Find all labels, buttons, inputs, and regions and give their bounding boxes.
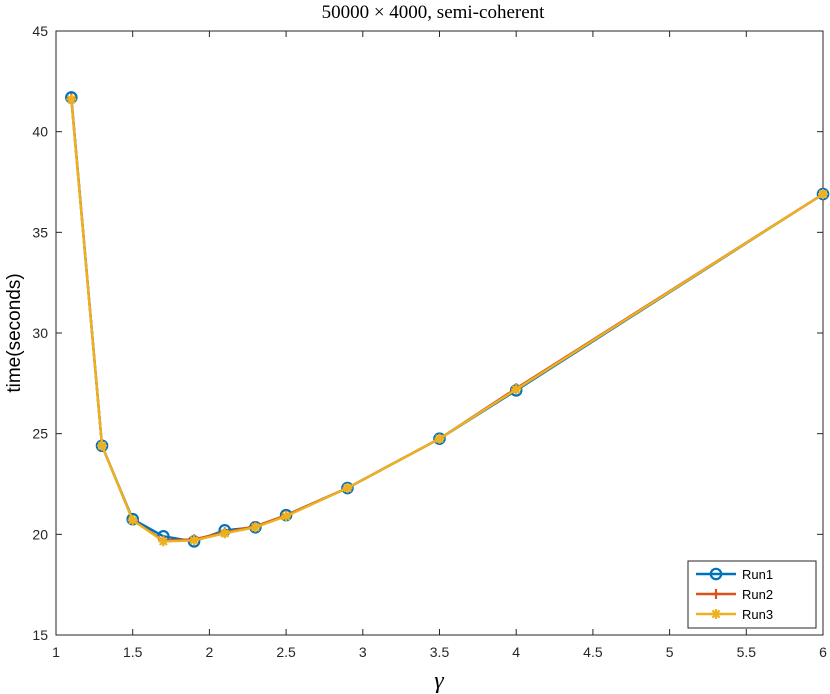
y-tick-label: 25 [32,426,48,442]
x-tick-label: 4.5 [583,644,603,660]
data-point [341,481,354,495]
x-tick-label: 4 [512,644,520,660]
legend-label: Run2 [742,587,773,602]
legend-item-run3: Run3 [696,607,773,622]
x-tick-label: 1.5 [123,644,143,660]
x-axis-label: γ [434,668,444,694]
axis-ticks: 1 1.5 2 2.5 3 3.5 4 4.5 5 5.5 6 15 20 25 30 35 40 45 [32,23,827,660]
y-tick-label: 35 [32,224,48,240]
x-tick-label: 1 [52,644,60,660]
series-run3 [66,94,828,547]
data-point [158,536,169,547]
y-tick-label: 15 [32,627,48,643]
legend-label: Run1 [742,567,773,582]
x-tick-label: 5 [666,644,674,660]
data-point [816,187,830,201]
data-point [818,189,828,200]
x-tick-label: 6 [819,644,827,660]
x-tick-label: 3 [359,644,367,660]
data-point [66,94,77,105]
x-tick-label: 5.5 [737,644,757,660]
legend-item-run1: Run1 [696,567,773,582]
y-axis-label: time(seconds) [4,273,25,392]
data-point [219,528,230,539]
data-point [342,483,353,494]
x-tick-label: 2.5 [276,644,296,660]
data-point [711,589,721,599]
y-tick-label: 45 [32,23,48,39]
data-point [434,433,445,444]
legend: Run1 Run2 Run3 [687,560,817,629]
data-point [127,515,138,526]
data-point [711,609,721,619]
data-point [709,567,723,581]
data-point [189,535,200,546]
data-point [511,384,522,395]
data-point [97,440,108,451]
data-point [433,432,446,445]
legend-label: Run3 [742,607,773,622]
series-line [70,99,824,543]
y-tick-label: 30 [32,325,48,341]
x-tick-label: 3.5 [430,644,450,660]
x-tick-label: 2 [206,644,214,660]
y-tick-label: 20 [32,526,48,542]
series-group [65,91,830,548]
plot-area [55,30,824,636]
legend-item-run2: Run2 [696,587,773,602]
data-point [250,522,261,533]
data-point [281,511,292,522]
y-tick-label: 40 [32,124,48,140]
chart-title: 50000 × 4000, semi-coherent [322,2,546,23]
